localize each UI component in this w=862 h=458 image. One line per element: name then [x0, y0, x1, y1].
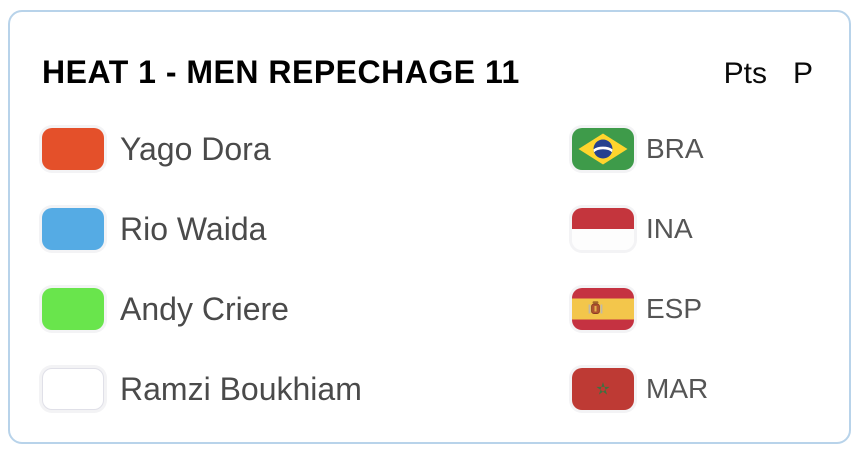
athlete-name: Ramzi Boukhiam: [120, 370, 362, 407]
athlete-row: Yago Dora BRA: [42, 128, 813, 170]
jersey-color-swatch: [42, 208, 104, 250]
heat-card: HEAT 1 - MEN REPECHAGE 11 Pts P Yago Dor…: [8, 10, 851, 444]
heat-title: HEAT 1 - MEN REPECHAGE 11: [42, 54, 520, 90]
athlete-row: Rio Waida INA: [42, 208, 813, 250]
jersey-color-swatch: [42, 288, 104, 330]
p-column-header: P: [792, 57, 813, 90]
country-code: INA: [646, 213, 693, 244]
heat-header: HEAT 1 - MEN REPECHAGE 11 Pts P: [42, 54, 813, 90]
athlete-name: Yago Dora: [120, 130, 271, 167]
spain-flag-icon: [572, 288, 634, 330]
country-code: BRA: [646, 133, 704, 164]
jersey-color-swatch: [42, 128, 104, 170]
jersey-color-swatch: [42, 368, 104, 410]
pts-column-header: Pts: [723, 57, 767, 90]
country-code: MAR: [646, 373, 709, 404]
athlete-row: Andy Criere ESP: [42, 288, 813, 330]
morocco-flag-icon: [572, 368, 634, 410]
brazil-flag-icon: [572, 128, 634, 170]
score-column-headers: Pts P: [724, 56, 813, 92]
athlete-name: Rio Waida: [120, 210, 267, 247]
athlete-name: Andy Criere: [120, 290, 289, 327]
indonesia-flag-icon: [572, 208, 634, 250]
athlete-list: Yago Dora BRA Rio Waida: [42, 128, 813, 410]
country-code: ESP: [646, 293, 703, 324]
athlete-row: Ramzi Boukhiam MAR: [42, 368, 813, 410]
